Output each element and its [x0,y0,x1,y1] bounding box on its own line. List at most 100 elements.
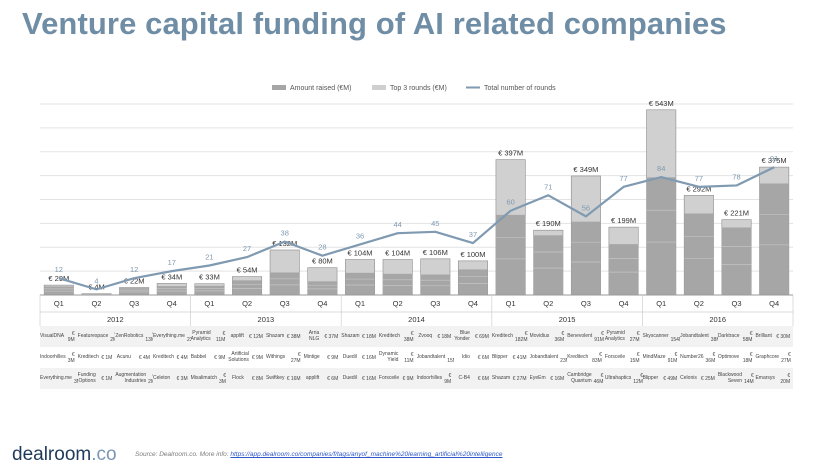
deal-company: Arria NLG [308,330,320,342]
deal-company: Kreditech [378,332,401,339]
deal-amount: € 14M [744,372,754,385]
legend-swatch [272,85,286,90]
deal-cell: Benevolent € 91M [567,326,605,347]
deal-cell: Skyscanner€ 154M [643,326,681,347]
deal-cell: Shazam € 27M [492,368,530,389]
deal-cell: Darktrace € 58M [718,326,756,347]
deal-amount: € 18M [362,333,376,340]
deal-company: C-B4 [458,374,470,381]
deal-amount: € 16M [362,354,376,361]
quarter-tick-label: Q3 [129,299,139,308]
deal-amount: € 41M [512,354,527,361]
deal-cell: MindMaze € 91M [643,347,681,368]
deal-company: applift [305,374,320,381]
legend-label: Total number of rounds [484,85,556,92]
bar-value-label: € 100M [460,250,485,259]
bar-value-label: € 221M [724,209,749,218]
rounds-label: 12 [55,265,63,274]
deal-amount: € 2M [110,331,116,343]
rounds-label: 78 [732,172,740,181]
deal-company: Number26 [680,353,704,360]
deal-cell: Funding Options € 1M [78,368,116,389]
deal-cell: Kreditech € 83M [567,347,605,368]
deal-amount: € 83M [592,351,602,364]
quarter-tick-label: Q4 [317,299,327,308]
deal-cell: Mintige € 9M [304,347,342,368]
year-label: 2015 [559,315,576,324]
deal-cell: Artificial Solutions € 9M [228,347,266,368]
rounds-line [58,166,775,291]
deal-company: Kreditech [567,353,589,360]
rounds-label: 27 [243,244,251,253]
bar-value-label: € 132M [272,239,297,248]
source-link[interactable]: https://app.dealroom.co/companies/f/tags… [230,451,503,458]
deal-amount: € 9M [444,372,452,385]
deal-company: Jobandtalent [680,332,709,339]
deal-cell: Pyramid Analytics € 27M [605,326,643,347]
deal-amount: € 91M [667,351,678,364]
deal-cell: Optimove € 18M [718,347,756,368]
bar-top3 [608,244,639,295]
deal-amount: € 27M [290,351,301,364]
deal-company: Blackwood Seven [717,372,742,384]
deal-company: Mintige [303,353,320,360]
deal-company: Idio [461,353,470,360]
deal-cell: Zvooq € 18M [417,326,455,347]
deal-amount: € 46M [593,372,604,385]
deal-cell: Brilliant € 30M [755,326,793,347]
rounds-label: 56 [582,203,590,212]
legend-label: Top 3 rounds (€M) [390,85,447,92]
deal-amount: € 3M [219,372,226,385]
deal-cell: Shazam € 38M [266,326,304,347]
deal-company: Withings [265,353,286,360]
deal-company: EyeEm [529,374,546,381]
bar-value-label: € 104M [348,249,373,258]
deal-cell: C-B4 € 6M [454,368,492,389]
quarter-tick-label: Q3 [581,299,591,308]
bar-top3 [533,235,563,295]
deal-cell: Duedil € 16M [341,347,379,368]
deal-amount: € 154M [670,336,681,343]
deal-cell: Mixalimatch € 3M [191,368,229,389]
deal-company: Featurespace [77,332,109,339]
bar-value-label: € 106M [423,248,448,257]
bar-value-label: € 397M [498,149,523,158]
deal-cell: Kreditech € 4M [153,347,191,368]
bar-top3 [194,285,225,295]
deal-company: Shazam [265,332,285,339]
deal-amount: € 15M [447,352,454,364]
bar-value-label: € 349M [573,165,598,174]
deal-amount: € 58M [742,330,753,343]
deal-cell: Kreditech € 38M [379,326,417,347]
logo-suffix: .co [91,444,117,465]
deal-amount: € 49M [663,375,678,382]
deal-amount: € 8M [251,375,263,382]
legend-label: Amount raised (€M) [290,85,351,92]
bar-top3 [721,227,752,295]
rounds-label: 37 [469,230,477,239]
deal-company: Shazam [491,374,511,381]
deal-company: Pyramid Analytics [604,330,625,342]
quarter-tick-label: Q4 [468,299,478,308]
deal-cell: Indoorhilles € 9M [417,368,455,389]
deal-company: Jobandtalent [529,353,559,360]
quarter-tick-label: Q1 [355,299,365,308]
deal-cell: Swiftkey € 16M [266,368,304,389]
deal-company: Kreditech [77,353,99,360]
deal-company: Duedil [342,374,357,381]
rounds-label: 28 [318,243,326,252]
deal-cell: Blue Yonder € 69M [454,326,492,347]
rounds-label: 77 [695,174,703,183]
deal-company: Mixalimatch [190,374,218,381]
bar-value-label: € 22M [124,276,145,285]
rounds-label: 91 [770,154,778,163]
bar-value-label: € 292M [686,184,711,193]
deal-company: Everything.me [40,374,72,381]
deal-company: Optimove [717,353,740,360]
deal-company: Emarsys [755,374,775,381]
quarter-tick-label: Q4 [619,299,629,308]
deal-company: Kreditech [491,332,513,339]
deal-cell: Duedil € 16M [341,368,379,389]
rounds-label: 60 [506,198,514,207]
year-label: 2012 [107,315,124,324]
